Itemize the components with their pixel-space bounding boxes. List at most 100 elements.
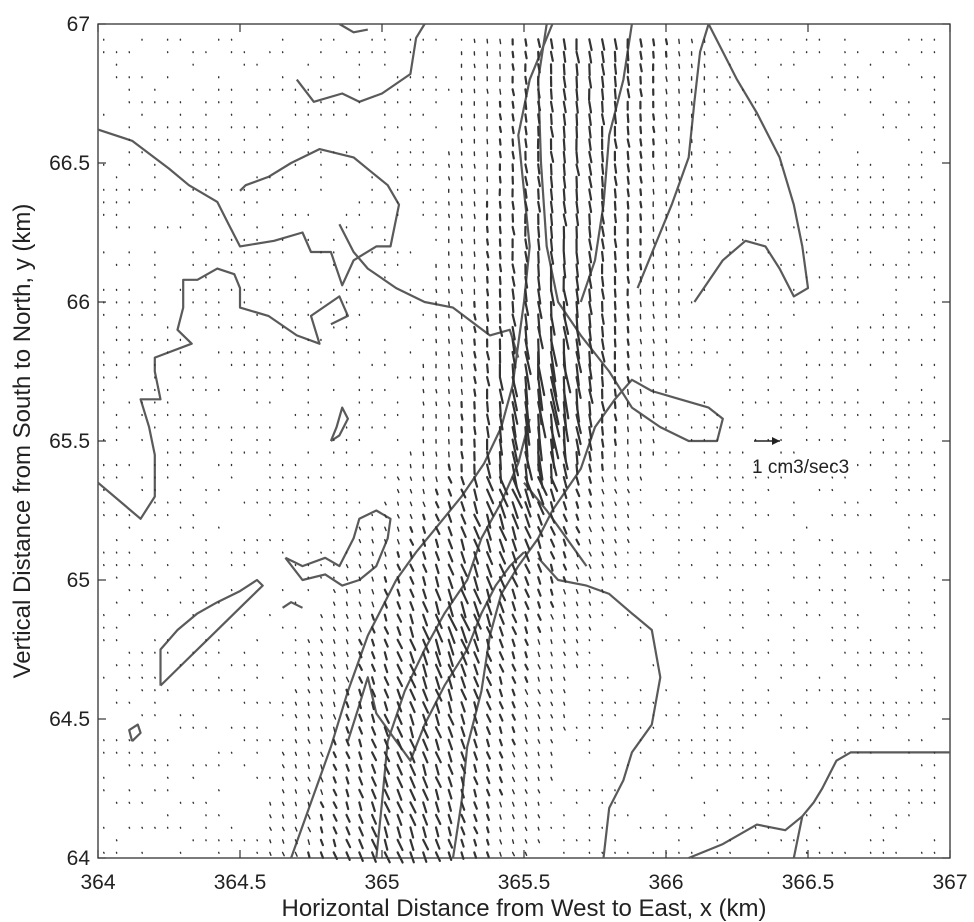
vector-arrow <box>333 601 336 606</box>
vector-arrow <box>524 513 531 528</box>
vector-arrow <box>460 513 467 525</box>
vector-arrow <box>588 300 593 316</box>
vector-arrow <box>473 388 477 397</box>
vector-arrow <box>562 75 567 89</box>
vector-arrow <box>383 776 389 788</box>
vector-arrow <box>269 801 272 806</box>
vector-arrow <box>575 213 580 227</box>
vector-arrow <box>588 50 593 64</box>
vector-arrow <box>473 751 478 761</box>
vector-arrow <box>652 176 655 183</box>
vector-arrow <box>563 689 566 694</box>
vector-arrow <box>665 276 668 281</box>
vector-arrow <box>537 250 540 264</box>
vector-arrow <box>549 238 554 252</box>
contour-line-16 <box>579 23 633 303</box>
vector-arrow <box>281 826 285 832</box>
vector-arrow <box>434 763 440 776</box>
vector-arrow <box>614 501 617 506</box>
vector-arrow <box>409 588 415 598</box>
vector-arrow <box>473 813 478 823</box>
vector-arrow <box>588 539 592 545</box>
vector-arrow <box>588 250 593 264</box>
vector-arrow <box>639 138 643 147</box>
vector-arrow <box>345 838 352 849</box>
vector-arrow <box>447 613 458 632</box>
vector-arrow <box>550 764 553 769</box>
vector-arrow <box>549 401 561 438</box>
vector-arrow <box>409 676 417 689</box>
vector-arrow <box>434 601 440 616</box>
vector-arrow <box>460 663 467 678</box>
vector-arrow <box>307 726 310 732</box>
vector-arrow <box>498 150 502 159</box>
vector-arrow <box>626 376 631 383</box>
vector-arrow <box>422 838 430 851</box>
vector-arrow <box>575 501 580 509</box>
vector-arrow <box>409 651 415 664</box>
vector-arrow <box>524 163 529 174</box>
vector-arrow <box>549 50 554 62</box>
vector-arrow <box>524 601 530 611</box>
vector-arrow <box>575 538 581 546</box>
vector-arrow <box>473 826 479 835</box>
vector-arrow <box>588 451 592 462</box>
vector-arrow <box>460 476 465 486</box>
vector-arrow <box>422 401 425 406</box>
vector-arrow <box>434 801 440 813</box>
vector-arrow <box>294 789 298 794</box>
vector-arrow <box>588 350 592 367</box>
vector-arrow <box>600 438 605 448</box>
vector-arrow <box>537 651 541 658</box>
vector-arrow <box>588 325 592 342</box>
vector-arrow <box>409 576 415 585</box>
vector-arrow <box>600 350 606 363</box>
vector-arrow <box>486 563 493 578</box>
vector-arrow <box>422 501 426 508</box>
vector-arrow <box>499 38 502 45</box>
vector-arrow <box>665 326 668 331</box>
vector-arrow <box>460 676 467 689</box>
vector-arrow <box>498 526 508 542</box>
vector-arrow <box>345 614 349 619</box>
vector-arrow <box>345 713 350 722</box>
vector-arrow <box>422 663 428 678</box>
vector-arrow <box>537 113 541 125</box>
vector-arrow <box>639 200 643 209</box>
vector-arrow <box>678 151 681 157</box>
vector-arrow <box>460 488 467 499</box>
vector-arrow <box>486 813 490 822</box>
vector-arrow <box>294 826 298 832</box>
vector-arrow <box>307 689 311 694</box>
vector-arrow <box>537 413 542 451</box>
vector-arrow <box>447 813 453 825</box>
vector-arrow <box>511 814 515 820</box>
vector-arrow <box>600 338 605 351</box>
vector-arrow <box>665 126 668 132</box>
vector-arrow <box>307 776 311 782</box>
vector-arrow <box>371 526 374 531</box>
vector-arrow <box>600 451 604 460</box>
vector-arrow <box>511 501 519 520</box>
vector-arrow <box>448 326 450 332</box>
contour-line-14 <box>537 557 662 859</box>
vector-arrow <box>537 188 540 200</box>
vector-arrow <box>524 689 529 695</box>
vector-arrow <box>383 726 389 737</box>
vector-arrow <box>626 150 630 161</box>
vector-arrow <box>498 275 502 286</box>
vector-arrow <box>345 788 350 798</box>
vector-arrow <box>319 851 325 860</box>
vector-arrow <box>639 476 643 481</box>
vector-arrow <box>383 788 391 801</box>
vector-arrow <box>588 200 593 214</box>
y-tick-label: 64.5 <box>49 708 90 731</box>
vector-arrow <box>460 526 467 539</box>
vector-arrow <box>307 739 311 744</box>
vector-arrow <box>524 814 528 819</box>
vector-arrow <box>562 563 568 571</box>
vector-arrow <box>473 726 478 737</box>
vector-arrow <box>562 38 567 51</box>
vector-arrow <box>422 826 427 839</box>
vector-arrow <box>448 376 451 382</box>
